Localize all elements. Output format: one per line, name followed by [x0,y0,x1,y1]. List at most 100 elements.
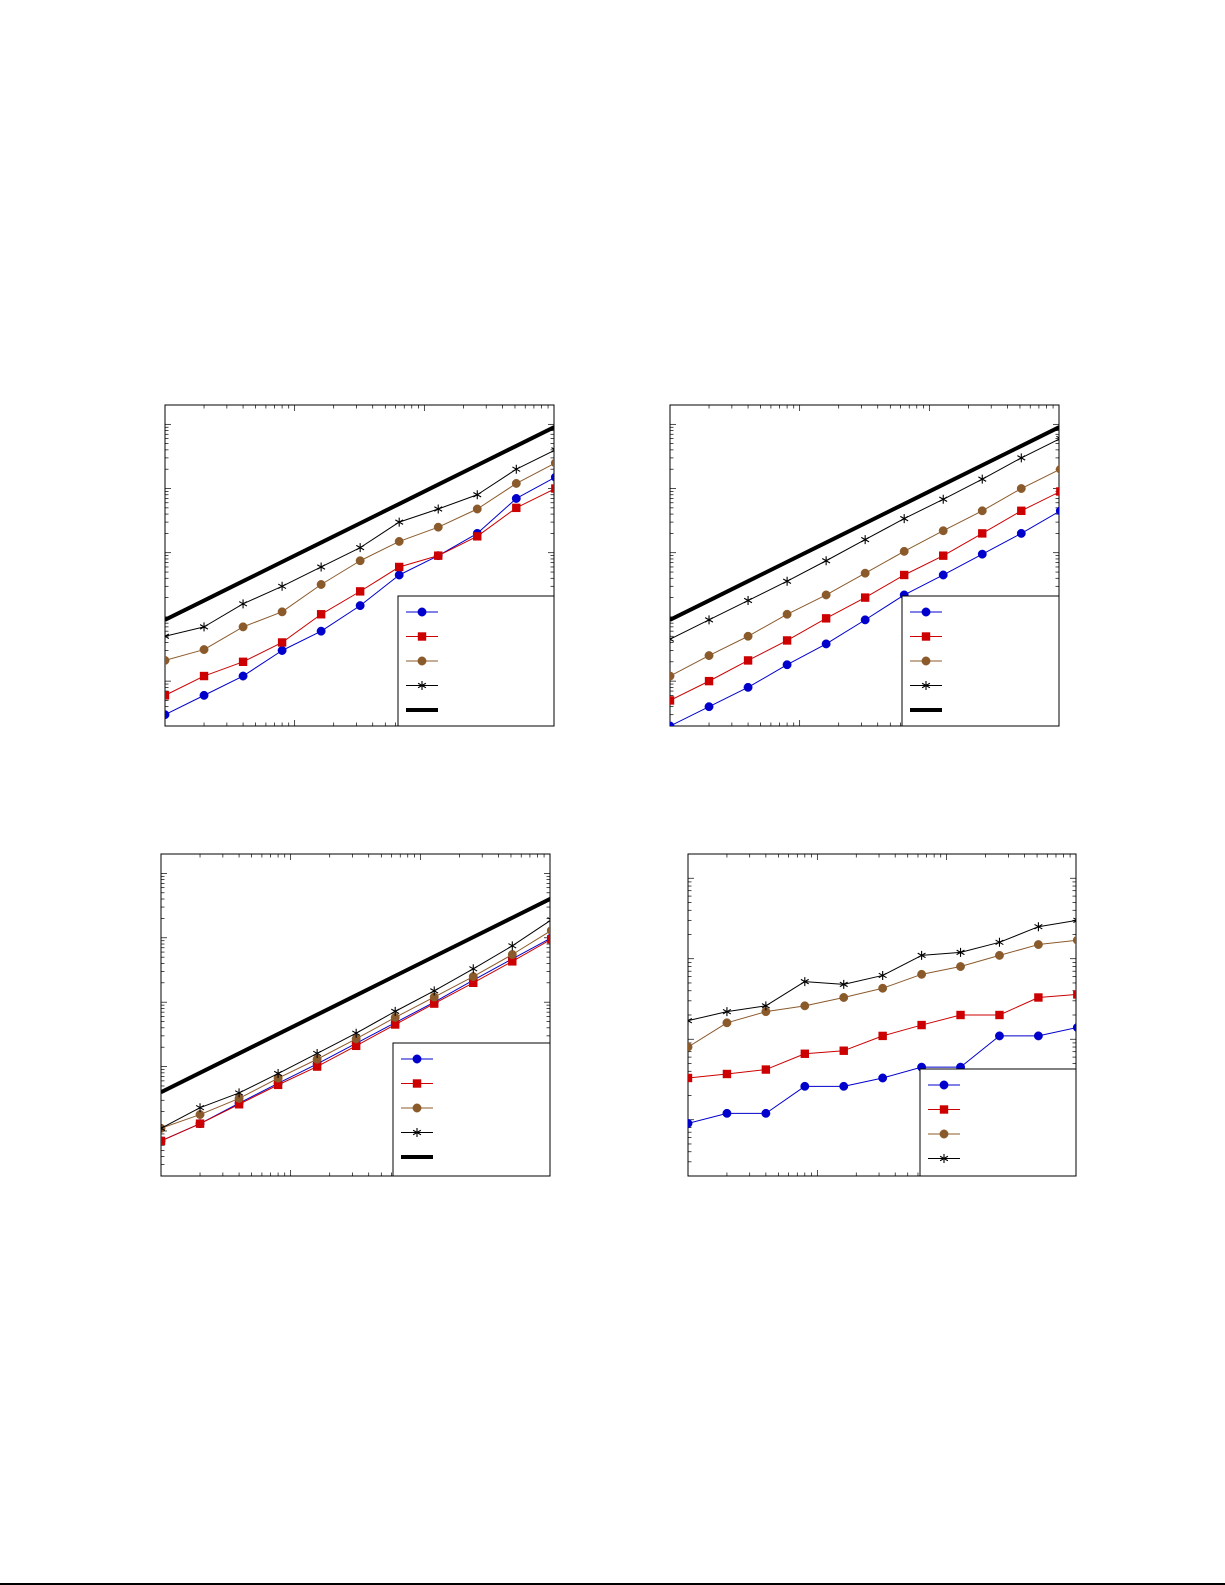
series-4-point [761,1001,771,1011]
series-2-point [391,1020,400,1029]
series-3-point [550,458,554,468]
series-2-point [761,1065,771,1074]
series-3-line [688,939,1076,1048]
plot-area [165,425,554,720]
series-1-point [1072,1023,1076,1032]
legend-marker [412,1128,422,1137]
series-4-point [165,631,170,641]
series-3 [165,458,554,665]
series-2 [688,990,1076,1083]
legend-entry-2 [406,632,438,641]
series-4 [688,912,1120,1026]
series-4-point [688,1016,693,1026]
series-5 [165,425,554,622]
series-4-point [1073,917,1076,924]
series-5-line [670,425,1059,622]
series-3-point [821,590,831,600]
series-3-point [782,609,792,619]
series-2-point [1017,506,1026,515]
series-4-point [1112,912,1120,921]
series-2-point [165,691,170,700]
series-2-point [469,978,478,987]
legend-marker [417,656,427,666]
legend-entry-1 [910,607,942,617]
series-2-point [316,610,326,619]
series-2 [161,935,550,1146]
series-4 [165,447,554,641]
series-2-point [995,1010,1004,1020]
series-3-point [394,536,404,546]
series-1-point [394,570,404,580]
series-2-point [551,484,554,493]
series-4-point [800,977,809,987]
series-1-point [860,615,870,625]
series-1-line [688,1027,1076,1124]
series-2-line [688,994,1076,1079]
series-4-point [199,622,209,632]
legend-entry-4 [928,1154,960,1163]
series-3-point [722,1018,732,1028]
series-2-point [917,1020,926,1030]
legend-marker [921,607,931,617]
series-1-point [977,549,987,559]
legend-entry-1 [401,1054,433,1064]
series-2-point [722,1069,732,1079]
series-2-point [821,614,831,623]
series-2-point [743,656,753,665]
series-1-point [1112,1023,1120,1031]
series-2-point [512,503,521,513]
series-4-point [238,599,248,609]
plot-area [161,896,550,1146]
series-4-point [277,581,287,591]
series-3-point [995,950,1004,960]
series-4 [161,917,550,1133]
series-2-point [688,1073,693,1083]
series-4-point [469,964,478,974]
series-4-point [782,576,792,586]
series-3-point [165,655,170,665]
legend-entry-1 [406,607,438,617]
series-3-point [238,622,248,632]
legend-marker [921,656,931,666]
series-2-point [1056,487,1059,496]
series-1-point [938,570,948,580]
series-1-point [800,1081,810,1091]
series-1-point [277,646,287,655]
legend-marker [939,1154,949,1163]
series-4-point [704,615,714,625]
series-3-point [1112,934,1120,942]
legend-marker [939,1080,949,1090]
series-2-point [900,570,909,580]
series-3-point [433,522,443,532]
series-2-point [434,551,443,560]
series-4-point [508,941,517,951]
series-4-point [917,950,926,960]
chart-panel-3 [160,853,551,1177]
series-4-point [161,1123,166,1133]
series-2-point [199,671,209,681]
series-1-point [1016,528,1026,538]
series-4-point [995,937,1004,947]
series-1-point [761,1108,771,1118]
series-3-point [839,993,849,1002]
series-4-point [355,543,365,553]
series-1-point [355,601,365,611]
plot-frame [164,404,555,727]
series-4-point [551,447,554,453]
series-3-point [1055,464,1059,474]
series-2-point [195,1119,205,1128]
series-1-point [1033,1031,1043,1041]
series-2 [165,484,554,700]
series-2-point [430,999,439,1008]
series-2-point [277,638,287,647]
series-1 [688,1023,1120,1128]
legend-marker [921,632,931,641]
series-4-point [434,504,443,514]
series-3-point [1072,935,1076,945]
series-3-point [899,546,909,556]
series-4-point [722,1007,732,1017]
series-1-point [550,472,554,482]
series-4-point [978,474,987,484]
legend-entry-2 [910,632,942,641]
